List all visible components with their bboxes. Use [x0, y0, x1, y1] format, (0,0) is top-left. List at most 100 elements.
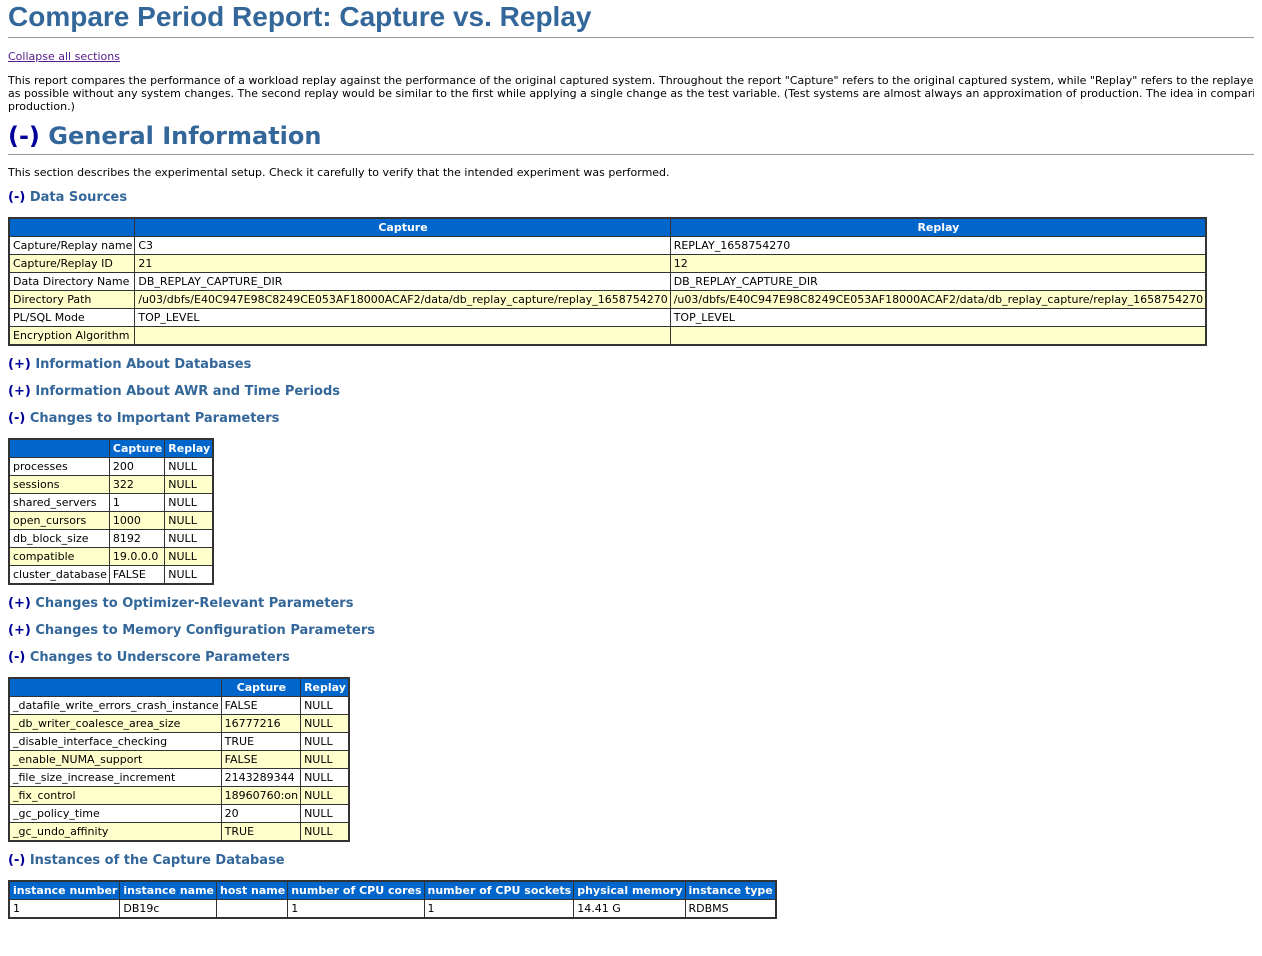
table-cell: DB_REPLAY_CAPTURE_DIR	[134, 272, 671, 291]
table-cell: 2143289344	[220, 768, 302, 787]
table-cell: 18960760:on	[220, 786, 302, 805]
table-row: compatible 19.0.0.0 NULL	[8, 547, 214, 566]
table-cell: NULL	[300, 714, 350, 733]
table-cell: cluster_database	[8, 565, 110, 585]
toggle: (+)	[8, 623, 31, 638]
column-header: instance name	[119, 880, 218, 900]
table-cell: DB19c	[119, 899, 218, 919]
intro: This report compares the performance of …	[8, 74, 1254, 113]
table-row: _enable_NUMA_support FALSE NULL	[8, 750, 350, 769]
table-cell: NULL	[300, 732, 350, 751]
column-header: instance number	[8, 880, 121, 900]
table-row: 1 DB19c 1 1 14.41 G RDBMS	[8, 899, 777, 919]
table-row: _db_writer_coalesce_area_size 16777216 NUL…	[8, 714, 350, 733]
table-cell: NULL	[300, 822, 350, 842]
data-table: Capture Replay _datafile_write_errors_cras…	[8, 677, 350, 842]
table-cell: shared_servers	[8, 493, 110, 512]
table-row: _disable_interface_checking TRUE NULL	[8, 732, 350, 751]
heading-title: Data Sources	[29, 190, 128, 205]
table-cell: NULL	[300, 750, 350, 769]
table-row: _file_size_increase_increment 2143289344 N…	[8, 768, 350, 787]
table-cell: FALSE	[220, 696, 302, 715]
table-cell: NULL	[300, 786, 350, 805]
table-row: _gc_policy_time 20 NULL	[8, 804, 350, 823]
table-cell: NULL	[300, 768, 350, 787]
table-cell: TRUE	[220, 822, 302, 842]
table-cell: NULL	[164, 529, 214, 548]
section-heading[interactable]: (-) General Information	[8, 119, 1254, 155]
table-cell: TOP_LEVEL	[134, 308, 671, 327]
table-row: PL/SQL Mode TOP_LEVEL TOP_LEVEL	[8, 308, 1207, 327]
table-cell: 1	[108, 493, 166, 512]
heading-title: Changes to Optimizer-Relevant Parameters	[35, 596, 354, 611]
table-cell: Capture/Replay name	[8, 236, 136, 255]
subsection-heading[interactable]: (+) Information About AWR and Time Perio…	[8, 378, 340, 405]
table-cell: TOP_LEVEL	[669, 308, 1207, 327]
collapse-link[interactable]: Collapse all sections	[8, 50, 120, 63]
table-cell: NULL	[164, 475, 214, 494]
table-cell: NULL	[300, 804, 350, 823]
table-cell: /u03/dbfs/E40C947E98C8249CE053AF18000ACA…	[134, 290, 671, 309]
subsection-heading[interactable]: (-) Changes to Underscore Parameters	[8, 644, 290, 671]
table-cell: 21	[134, 254, 671, 273]
table-cell: NULL	[164, 565, 214, 585]
table-cell: _gc_undo_affinity	[8, 822, 222, 842]
table-cell: db_block_size	[8, 529, 110, 548]
heading-title: Changes to Important Parameters	[29, 411, 280, 426]
table-cell	[669, 326, 1207, 346]
subsection-heading[interactable]: (+) Changes to Optimizer-Relevant Parame…	[8, 590, 353, 617]
table-cell: /u03/dbfs/E40C947E98C8249CE053AF18000ACA…	[669, 290, 1207, 309]
table-cell: 200	[108, 457, 166, 476]
header-row: Capture Replay	[8, 677, 350, 697]
table-cell: _db_writer_coalesce_area_size	[8, 714, 222, 733]
subsection-heading[interactable]: (-) Data Sources	[8, 184, 127, 211]
column-header: Replay	[164, 438, 214, 458]
table-cell: 12	[669, 254, 1207, 273]
table-row: Capture/Replay name C3 REPLAY_1658754270	[8, 236, 1207, 255]
table-cell: 1	[423, 899, 575, 919]
column-header	[8, 677, 222, 697]
table-row: open_cursors 1000 NULL	[8, 511, 214, 530]
table-cell: Capture/Replay ID	[8, 254, 136, 273]
table-cell: FALSE	[108, 565, 166, 585]
toggle: (+)	[8, 357, 31, 372]
subsection-heading[interactable]: (+) Information About Databases	[8, 351, 251, 378]
subsection-heading[interactable]: (+) Changes to Memory Configuration Para…	[8, 617, 375, 644]
toggle: (-)	[8, 853, 26, 868]
column-header: host name	[216, 880, 289, 900]
description: This section describes the experimental …	[8, 166, 670, 179]
table-cell: _gc_policy_time	[8, 804, 222, 823]
header-row: Capture Replay	[8, 438, 214, 458]
heading-title: Changes to Memory Configuration Paramete…	[35, 623, 376, 638]
toggle: (-)	[8, 650, 26, 665]
table-cell: NULL	[164, 457, 214, 476]
table-row: db_block_size 8192 NULL	[8, 529, 214, 548]
column-header: Replay	[669, 217, 1207, 237]
table-cell: sessions	[8, 475, 110, 494]
table-cell: _disable_interface_checking	[8, 732, 222, 751]
subsection-heading[interactable]: (-) Changes to Important Parameters	[8, 405, 279, 432]
table-row: cluster_database FALSE NULL	[8, 565, 214, 585]
intro-line: This report compares the performance of …	[8, 74, 1254, 87]
heading-title: Changes to Underscore Parameters	[29, 650, 290, 665]
toggle: (-)	[8, 122, 40, 150]
column-header: Capture	[134, 217, 671, 237]
subsection-heading[interactable]: (-) Instances of the Capture Database	[8, 847, 285, 874]
table-cell: _fix_control	[8, 786, 222, 805]
table-cell: FALSE	[220, 750, 302, 769]
column-header: Capture	[220, 677, 302, 697]
table-cell: _enable_NUMA_support	[8, 750, 222, 769]
table-cell: _file_size_increase_increment	[8, 768, 222, 787]
table-row: _gc_undo_affinity TRUE NULL	[8, 822, 350, 842]
table-cell: Data Directory Name	[8, 272, 136, 291]
table-cell: REPLAY_1658754270	[669, 236, 1207, 255]
toggle: (+)	[8, 384, 31, 399]
table-cell: 8192	[108, 529, 166, 548]
table-cell: open_cursors	[8, 511, 110, 530]
header-row: Capture Replay	[8, 217, 1207, 237]
table-row: _datafile_write_errors_crash_instance FAL…	[8, 696, 350, 715]
table-row: processes 200 NULL	[8, 457, 214, 476]
table-cell	[216, 899, 289, 919]
table-cell: 1	[8, 899, 121, 919]
